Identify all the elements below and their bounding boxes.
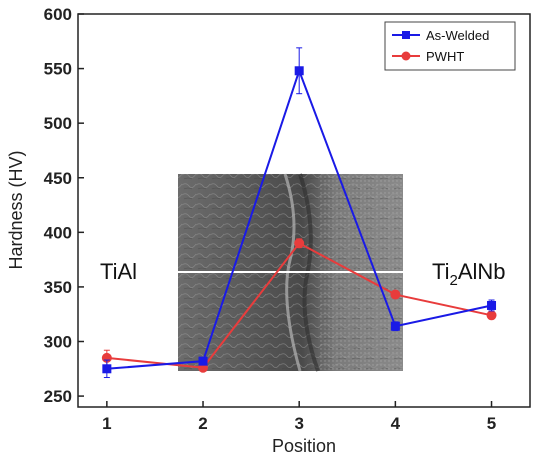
data-point — [390, 321, 400, 331]
x-tick-label: 4 — [391, 414, 401, 433]
legend-box — [384, 21, 516, 71]
y-tick-label: 400 — [44, 223, 72, 242]
data-point — [487, 300, 497, 310]
y-axis-title: Hardness (HV) — [6, 150, 26, 269]
x-tick-label: 3 — [294, 414, 303, 433]
legend-label-as-welded: As-Welded — [426, 28, 489, 43]
x-axis-title: Position — [272, 436, 336, 456]
data-point — [486, 310, 497, 321]
series-as-welded — [102, 47, 497, 379]
x-axis: 1 2 3 4 5 — [102, 401, 496, 433]
plot-frame — [77, 13, 531, 408]
x-tick-label: 1 — [102, 414, 111, 433]
legend-item-as-welded: As-Welded — [392, 28, 489, 43]
legend-label-pwht: PWHT — [426, 49, 464, 64]
legend-marker-pwht — [401, 51, 411, 61]
data-point — [294, 66, 304, 76]
x-tick-label: 2 — [198, 414, 207, 433]
data-point — [102, 364, 112, 374]
y-tick-label: 500 — [44, 114, 72, 133]
legend-item-pwht: PWHT — [392, 49, 464, 64]
y-tick-label: 300 — [44, 333, 72, 352]
legend-marker-as-welded — [402, 31, 410, 39]
y-tick-label: 250 — [44, 387, 72, 406]
y-tick-label: 350 — [44, 278, 72, 297]
y-tick-label: 550 — [44, 60, 72, 79]
data-point — [390, 289, 401, 300]
series-layer — [101, 47, 497, 379]
y-axis: 250 300 350 400 450 500 550 600 — [44, 5, 84, 406]
y-tick-label: 600 — [44, 5, 72, 24]
y-tick-label: 450 — [44, 169, 72, 188]
region-label-tial: TiAl — [100, 259, 137, 284]
data-point — [198, 356, 208, 366]
legend: As-Welded PWHT — [384, 21, 516, 71]
data-point — [294, 238, 305, 249]
sem-inset-image — [178, 173, 403, 372]
x-tick-label: 5 — [487, 414, 496, 433]
region-label-ti2alnb: Ti2AlNb — [432, 259, 506, 289]
